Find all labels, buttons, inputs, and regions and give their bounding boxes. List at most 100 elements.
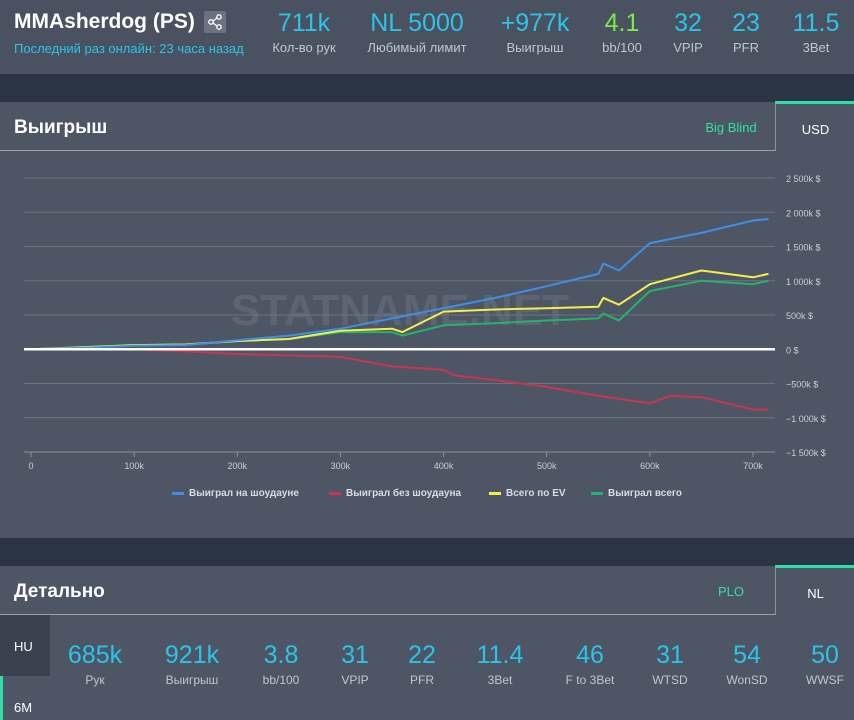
detail-stat-wonsd: 54 WonSD — [722, 640, 772, 687]
stat-label: VPIP — [673, 40, 703, 55]
stat-winnings: +977k Выигрыш — [496, 8, 574, 55]
x-tick-label: 500k — [537, 461, 557, 471]
section-divider — [0, 74, 854, 102]
details-title: Детально — [14, 581, 105, 602]
stat-3bet: 11.5 3Bet — [788, 8, 844, 55]
x-tick-label: 0 — [28, 461, 33, 471]
stat-label: Выигрыш — [165, 673, 219, 687]
y-tick-label: 1 500k $ — [786, 243, 821, 253]
detail-stat-winnings: 921k Выигрыш — [156, 640, 228, 687]
stat-label: Выигрыш — [506, 40, 564, 55]
stat-value: 685k — [67, 641, 123, 669]
stat-value: 32 — [674, 9, 702, 37]
legend-item-showdown[interactable]: Выиграл на шоудауне — [172, 488, 299, 499]
winnings-chart: STATNAME.NET 0 100k 200k 300k 400k 500k 600k 70… — [24, 174, 826, 471]
stat-label: bb/100 — [602, 40, 642, 55]
stat-value: 11.4 — [476, 641, 524, 669]
stat-label: 3Bet — [802, 40, 830, 55]
x-tick-label: 700k — [743, 461, 763, 471]
side-tab-label: HU — [14, 639, 33, 654]
stat-label: Любимый лимит — [367, 40, 467, 55]
stat-vpip: 32 VPIP — [668, 8, 708, 55]
y-tick-label: 1 000k $ — [786, 277, 821, 287]
x-tick-label: 400k — [434, 461, 454, 471]
legend-item-ev[interactable]: Всего по EV — [489, 488, 566, 499]
x-tick-label: 200k — [228, 461, 248, 471]
stat-value: 22 — [408, 641, 436, 669]
detail-stat-wwsf: 50 WWSF — [802, 640, 848, 687]
y-tick-label: −1 000k $ — [786, 414, 826, 424]
tab-big-blind[interactable]: Big Blind — [705, 120, 757, 135]
series-line — [30, 218, 769, 351]
stat-value: 46 — [576, 641, 604, 669]
section-divider — [0, 538, 854, 566]
series-line — [30, 347, 769, 411]
stat-value: 4.1 — [604, 9, 640, 37]
stat-value: 50 — [811, 641, 839, 669]
legend-label: Выиграл всего — [608, 488, 683, 499]
y-tick-label: −1 500k $ — [786, 448, 826, 458]
player-name: MMAsherdog (PS) — [14, 10, 195, 33]
legend-swatch — [172, 492, 184, 495]
stat-label: VPIP — [341, 673, 369, 687]
stat-value: 23 — [732, 9, 760, 37]
panel-separator — [0, 150, 775, 151]
player-header: MMAsherdog (PS) Последний раз онлайн: 23… — [0, 0, 854, 74]
legend-swatch — [489, 492, 501, 495]
player-name-row: MMAsherdog (PS) — [14, 10, 226, 34]
stat-label: Кол-во рук — [272, 40, 336, 55]
stat-label: bb/100 — [262, 673, 300, 687]
x-tick-label: 600k — [640, 461, 660, 471]
y-tick-label: 0 $ — [786, 345, 799, 355]
tab-usd[interactable]: USD — [775, 101, 854, 151]
details-panel — [0, 566, 854, 720]
last-online-text: Последний раз онлайн: 23 часа назад — [14, 41, 244, 56]
stat-label: Рук — [85, 673, 105, 687]
legend-swatch — [591, 492, 603, 495]
panel-separator — [0, 614, 775, 615]
stat-label: 3Bet — [487, 673, 513, 687]
stat-bb100: 4.1 bb/100 — [596, 8, 648, 55]
tab-nl[interactable]: NL — [775, 565, 854, 615]
legend-label: Выиграл на шоудауне — [189, 488, 299, 499]
detail-stat-3bet: 11.4 3Bet — [472, 640, 528, 687]
stat-value: 31 — [341, 641, 369, 669]
legend-label: Всего по EV — [506, 488, 566, 499]
stat-label: WTSD — [652, 673, 688, 687]
stat-value: 921k — [164, 641, 220, 669]
stat-pfr: 23 PFR — [728, 8, 764, 55]
stat-label: PFR — [733, 40, 759, 55]
side-tab-label: 6M — [14, 700, 33, 715]
detail-stat-hands: 685k Рук — [62, 640, 128, 687]
winnings-title: Выигрыш — [14, 117, 108, 138]
stat-label: PFR — [410, 673, 434, 687]
stat-value: 711k — [277, 9, 331, 37]
legend-swatch — [329, 492, 341, 495]
y-tick-label: 2 500k $ — [786, 174, 821, 184]
stat-favorite-limit: NL 5000 Любимый лимит — [364, 8, 470, 55]
y-tick-label: 500k $ — [786, 311, 813, 321]
y-tick-label: 2 000k $ — [786, 208, 821, 218]
legend-label: Выиграл без шоудауна — [346, 488, 462, 499]
stat-value: 31 — [656, 641, 684, 669]
detail-stat-pfr: 22 PFR — [402, 640, 442, 687]
stat-label: WonSD — [726, 673, 768, 687]
x-tick-label: 100k — [124, 461, 144, 471]
stat-label: F to 3Bet — [565, 673, 615, 687]
stat-value: 54 — [733, 641, 761, 669]
detail-stat-fold-to-3bet: 46 F to 3Bet — [560, 640, 620, 687]
share-icon[interactable] — [203, 11, 226, 33]
y-tick-label: −500k $ — [786, 380, 818, 390]
tab-plo[interactable]: PLO — [717, 584, 744, 599]
detail-stat-bb100: 3.8 bb/100 — [254, 640, 308, 687]
stat-value: +977k — [500, 9, 570, 37]
detail-stat-wtsd: 31 WTSD — [648, 640, 692, 687]
legend-item-non-showdown[interactable]: Выиграл без шоудауна — [329, 488, 461, 499]
legend-item-total[interactable]: Выиграл всего — [591, 488, 682, 499]
x-tick-label: 300k — [331, 461, 351, 471]
detail-stat-vpip: 31 VPIP — [334, 640, 376, 687]
stat-value: NL 5000 — [370, 9, 464, 37]
stat-value: 11.5 — [792, 9, 840, 37]
side-tab-hu[interactable]: HU — [0, 615, 50, 676]
side-tab-6m[interactable]: 6M — [0, 676, 50, 720]
